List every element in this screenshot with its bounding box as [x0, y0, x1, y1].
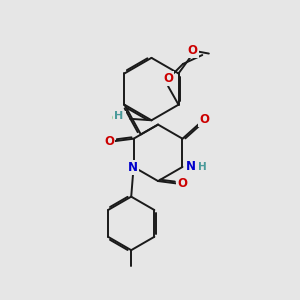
Text: H: H [198, 162, 207, 172]
Text: O: O [188, 44, 198, 57]
Text: O: O [177, 177, 188, 190]
Text: O: O [163, 72, 173, 85]
Text: O: O [199, 113, 209, 126]
Text: H: H [114, 111, 123, 121]
Text: N: N [186, 160, 196, 173]
Text: Cl: Cl [112, 112, 124, 125]
Text: O: O [104, 135, 114, 148]
Text: N: N [128, 161, 138, 174]
